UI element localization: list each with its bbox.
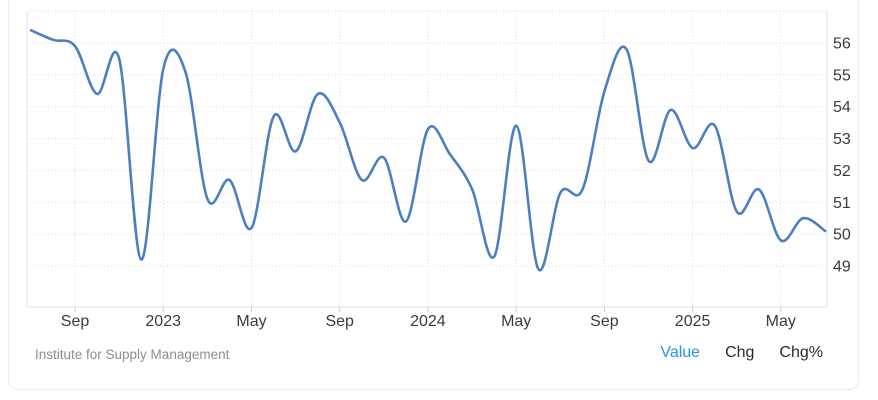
- y-axis-label: 54: [833, 99, 851, 116]
- y-axis-label: 51: [833, 195, 851, 212]
- series-line: [29, 29, 827, 272]
- y-axis-label: 50: [833, 227, 851, 244]
- x-axis-label: Sep: [325, 313, 354, 330]
- y-axis-label: 52: [833, 163, 851, 180]
- line-chart[interactable]: Sep 2023 May Sep 2024 May Sep 2025 May 56 55 54 53 52…: [0, 0, 878, 340]
- x-axis-label: Sep: [590, 313, 619, 330]
- x-axis-label: May: [236, 313, 266, 330]
- x-axis-label: 2023: [145, 313, 181, 330]
- plot-area[interactable]: Sep 2023 May Sep 2024 May Sep 2025 May 56 55 54 53 52…: [0, 0, 878, 340]
- tab-chg-percent[interactable]: Chg%: [779, 344, 823, 361]
- x-axis-label: 2025: [675, 313, 711, 330]
- chart-footer: Institute for Supply Management Value Ch…: [0, 342, 878, 372]
- y-axis-label: 53: [833, 131, 851, 148]
- tab-value[interactable]: Value: [660, 344, 701, 361]
- x-axis-label: Sep: [61, 313, 90, 330]
- series-mode-toolbar: Value Chg Chg%: [660, 344, 823, 362]
- chart-card: [8, 0, 859, 390]
- x-axis-label: May: [501, 313, 531, 330]
- x-axis-label: 2024: [410, 313, 446, 330]
- tab-chg[interactable]: Chg: [725, 344, 755, 361]
- y-axis-label: 49: [833, 259, 851, 276]
- x-axis-label: May: [766, 313, 796, 330]
- y-axis-label: 55: [833, 67, 851, 84]
- source-attribution: Institute for Supply Management: [35, 347, 230, 362]
- y-axis-label: 56: [833, 36, 851, 53]
